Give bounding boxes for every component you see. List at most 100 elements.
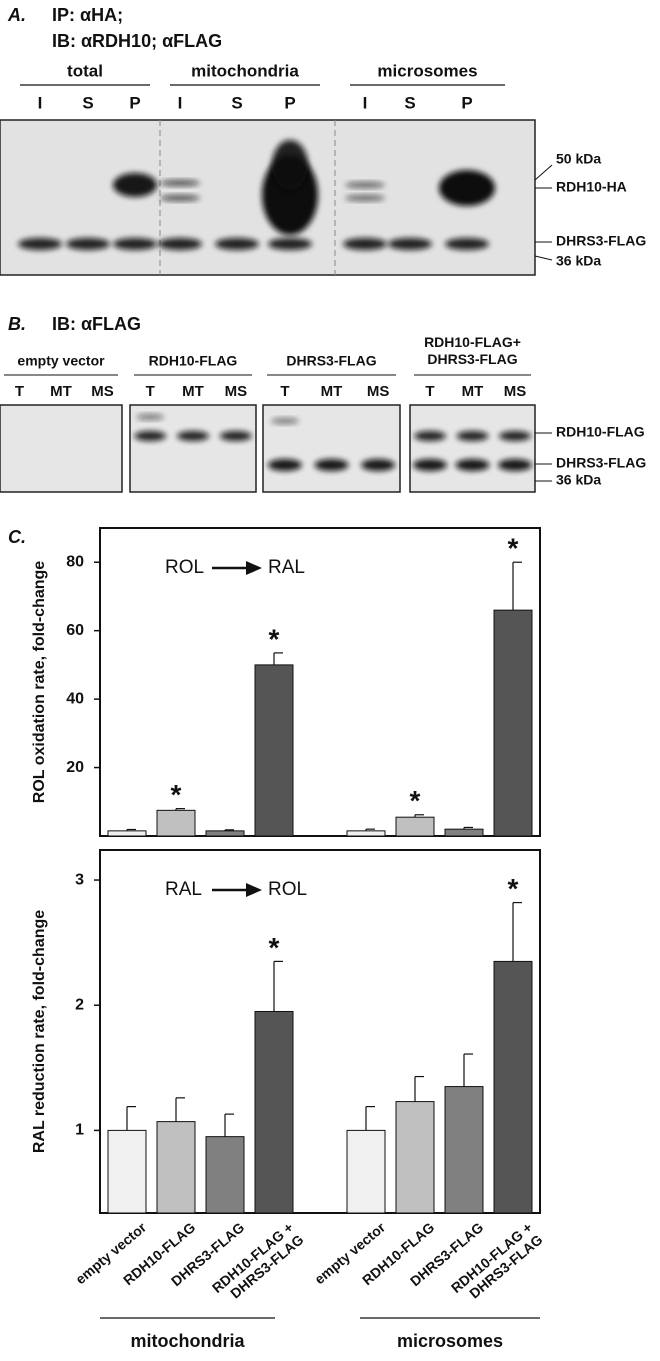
reaction-to: RAL — [268, 557, 305, 578]
blot-band — [113, 173, 157, 197]
significance-marker: * — [269, 932, 280, 963]
panel-label: B. — [8, 314, 26, 334]
significance-marker: * — [410, 785, 421, 816]
panel-label: C. — [8, 527, 26, 547]
panel-title: IB: αFLAG — [52, 314, 141, 334]
lane-label: I — [38, 93, 43, 112]
bar — [156, 809, 196, 837]
blot-band — [134, 431, 167, 441]
blot-band — [455, 459, 490, 471]
lane-label: MS — [91, 383, 114, 400]
lane-label: MS — [367, 383, 390, 400]
blot-band — [498, 459, 532, 471]
plot-frame — [99, 849, 541, 1214]
bar — [346, 830, 386, 837]
size-marker: 50 kDa — [556, 151, 601, 167]
y-tick-label: 20 — [66, 759, 84, 776]
lane-label: P — [284, 93, 295, 112]
lane-label: T — [15, 383, 24, 400]
size-marker: RDH10-FLAG — [556, 424, 645, 440]
lane-label: T — [146, 383, 155, 400]
y-axis-label: RAL reduction rate, fold-change — [31, 910, 48, 1153]
blot-band — [414, 431, 446, 441]
significance-marker: * — [269, 623, 280, 654]
y-axis-label: ROL oxidation rate, fold-change — [31, 561, 48, 803]
lane-label: MS — [504, 383, 527, 400]
size-marker: 36 kDa — [556, 472, 601, 488]
lane-label: MT — [182, 383, 204, 400]
blot-band — [136, 414, 165, 420]
blot-band — [267, 459, 302, 471]
blot-band — [160, 195, 200, 201]
lane-label: MT — [50, 383, 72, 400]
lane-label: MS — [225, 383, 248, 400]
blot-band — [158, 238, 202, 250]
significance-marker: * — [508, 873, 519, 904]
group-label: empty vector — [17, 353, 105, 369]
reaction-arrowhead — [246, 561, 262, 575]
blot-band — [219, 431, 252, 441]
reaction-to: ROL — [268, 879, 307, 900]
group-label: DHRS3-FLAG — [286, 353, 376, 369]
blot-band — [445, 238, 489, 250]
bar — [107, 830, 147, 837]
bar — [395, 1101, 435, 1214]
blot-band — [413, 459, 447, 471]
blot-band — [345, 195, 385, 201]
bar — [205, 1136, 245, 1214]
y-tick-label: 2 — [75, 996, 84, 1013]
blot-band — [66, 238, 110, 250]
size-marker: DHRS3-FLAG — [556, 455, 646, 471]
blot-band — [456, 431, 489, 441]
group-label: mitochondria — [130, 1331, 245, 1351]
marker-tick — [534, 255, 553, 261]
blot-band — [499, 431, 531, 441]
plot-frame — [99, 527, 541, 837]
lane-label: I — [178, 93, 183, 112]
lane-label: I — [363, 93, 368, 112]
lane-label: S — [404, 93, 415, 112]
marker-tick — [534, 164, 553, 181]
bar — [395, 816, 435, 837]
group-label: mitochondria — [191, 61, 299, 80]
lane-label: S — [231, 93, 242, 112]
lane-label: MT — [321, 383, 343, 400]
size-marker: DHRS3-FLAG — [556, 233, 646, 249]
blot-band — [345, 182, 385, 188]
bar — [156, 1121, 196, 1214]
bar — [205, 830, 245, 837]
group-label: total — [67, 61, 103, 80]
blot — [409, 404, 536, 493]
blot-band — [314, 459, 349, 471]
y-tick-label: 40 — [66, 690, 84, 707]
bar — [254, 1010, 294, 1214]
blot-band — [268, 238, 312, 250]
reaction-arrowhead — [246, 883, 262, 897]
lane-label: S — [82, 93, 93, 112]
lane-label: T — [280, 383, 289, 400]
reaction-from: ROL — [165, 557, 204, 578]
significance-marker: * — [508, 533, 519, 564]
bar — [493, 960, 533, 1214]
panel-label: A. — [7, 5, 26, 25]
bar — [444, 828, 484, 837]
blot-band — [388, 238, 432, 250]
group-label: microsomes — [397, 1331, 503, 1351]
y-tick-label: 60 — [66, 622, 84, 639]
blot-band — [18, 238, 62, 250]
bar — [107, 1129, 147, 1214]
bar — [493, 609, 533, 837]
blot-band — [343, 238, 387, 250]
y-tick-label: 1 — [75, 1122, 84, 1139]
bar — [254, 664, 294, 837]
blot-band — [272, 140, 308, 190]
blot-band — [113, 238, 157, 250]
reaction-from: RAL — [165, 879, 202, 900]
y-tick-label: 3 — [75, 871, 84, 888]
blot-band — [177, 431, 209, 441]
blot-band — [361, 459, 396, 471]
blot — [0, 404, 123, 493]
lane-label: P — [129, 93, 140, 112]
